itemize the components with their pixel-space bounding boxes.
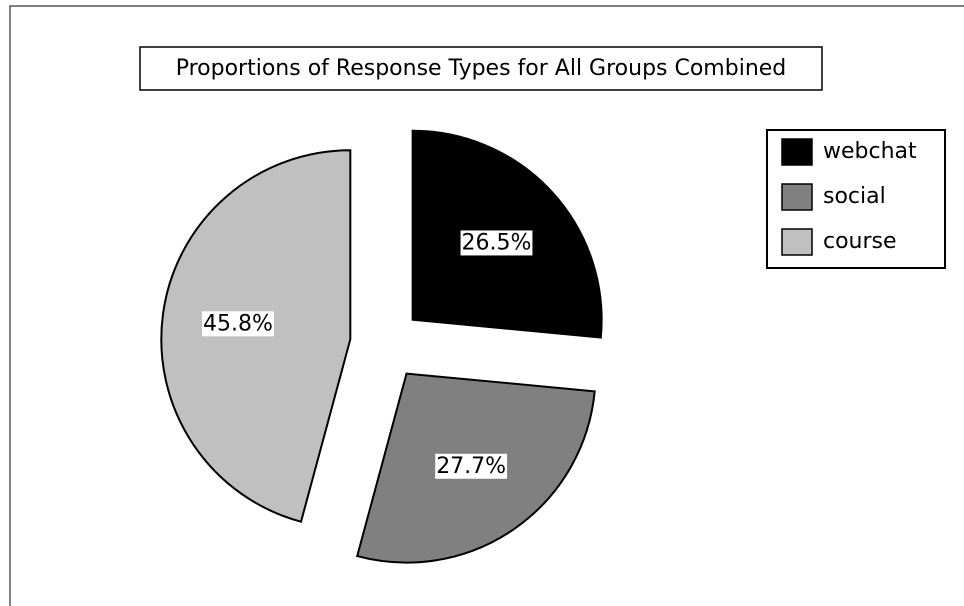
legend-label: social [823,184,886,209]
chart-title: Proportions of Response Types for All Gr… [176,56,787,81]
legend-label: course [823,229,897,254]
label-bg [460,230,533,256]
data-label: 26.5% [462,230,532,255]
label-bg [201,311,274,337]
title-box [139,46,823,91]
legend-swatch [781,138,813,166]
legend-label: webchat [823,139,917,164]
data-label: 45.8% [203,311,273,336]
legend-swatch [781,183,813,211]
label-bg [435,453,508,479]
data-label: 27.7% [436,454,506,479]
legend-swatch [781,228,813,256]
chart-frame [9,5,964,606]
